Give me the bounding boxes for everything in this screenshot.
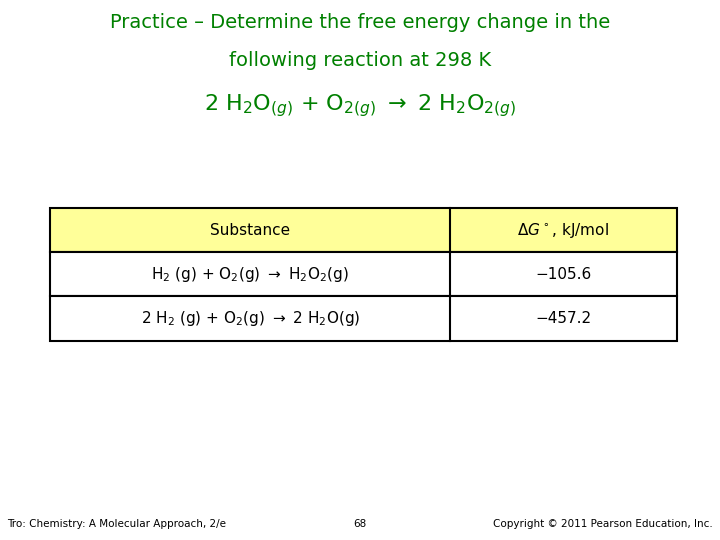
Text: −105.6: −105.6	[535, 267, 592, 282]
Text: $\Delta G^\circ$, kJ/mol: $\Delta G^\circ$, kJ/mol	[518, 220, 609, 240]
Text: following reaction at 298 K: following reaction at 298 K	[229, 51, 491, 70]
Bar	[50, 296, 677, 341]
Text: H$_2$ (g) + O$_2$(g) $\rightarrow$ H$_2$O$_2$(g): H$_2$ (g) + O$_2$(g) $\rightarrow$ H$_2$…	[151, 265, 349, 284]
Text: Tro: Chemistry: A Molecular Approach, 2/e: Tro: Chemistry: A Molecular Approach, 2/…	[7, 519, 226, 529]
Text: Practice – Determine the free energy change in the: Practice – Determine the free energy cha…	[110, 14, 610, 32]
Bar	[50, 208, 677, 252]
Text: 68: 68	[354, 519, 366, 529]
Text: Copyright © 2011 Pearson Education, Inc.: Copyright © 2011 Pearson Education, Inc.	[493, 519, 713, 529]
Bar	[50, 252, 677, 296]
Text: −457.2: −457.2	[536, 311, 591, 326]
Text: 2 H$_2$ (g) + O$_2$(g) $\rightarrow$ 2 H$_2$O(g): 2 H$_2$ (g) + O$_2$(g) $\rightarrow$ 2 H…	[140, 309, 360, 328]
Text: Substance: Substance	[210, 222, 290, 238]
Text: 2 H$_2$O$_{(g)}$ + O$_{2(g)}$ $\rightarrow$ 2 H$_2$O$_{2(g)}$: 2 H$_2$O$_{(g)}$ + O$_{2(g)}$ $\rightarr…	[204, 92, 516, 119]
